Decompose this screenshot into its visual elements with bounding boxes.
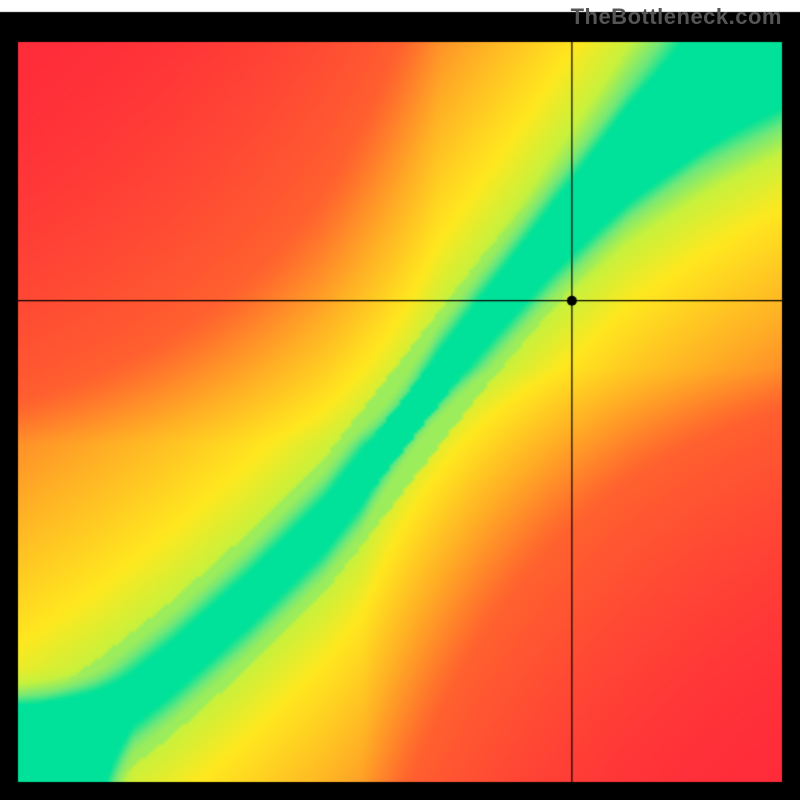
watermark-text: TheBottleneck.com xyxy=(571,4,782,30)
chart-container: TheBottleneck.com xyxy=(0,0,800,800)
bottleneck-heatmap xyxy=(0,0,800,800)
